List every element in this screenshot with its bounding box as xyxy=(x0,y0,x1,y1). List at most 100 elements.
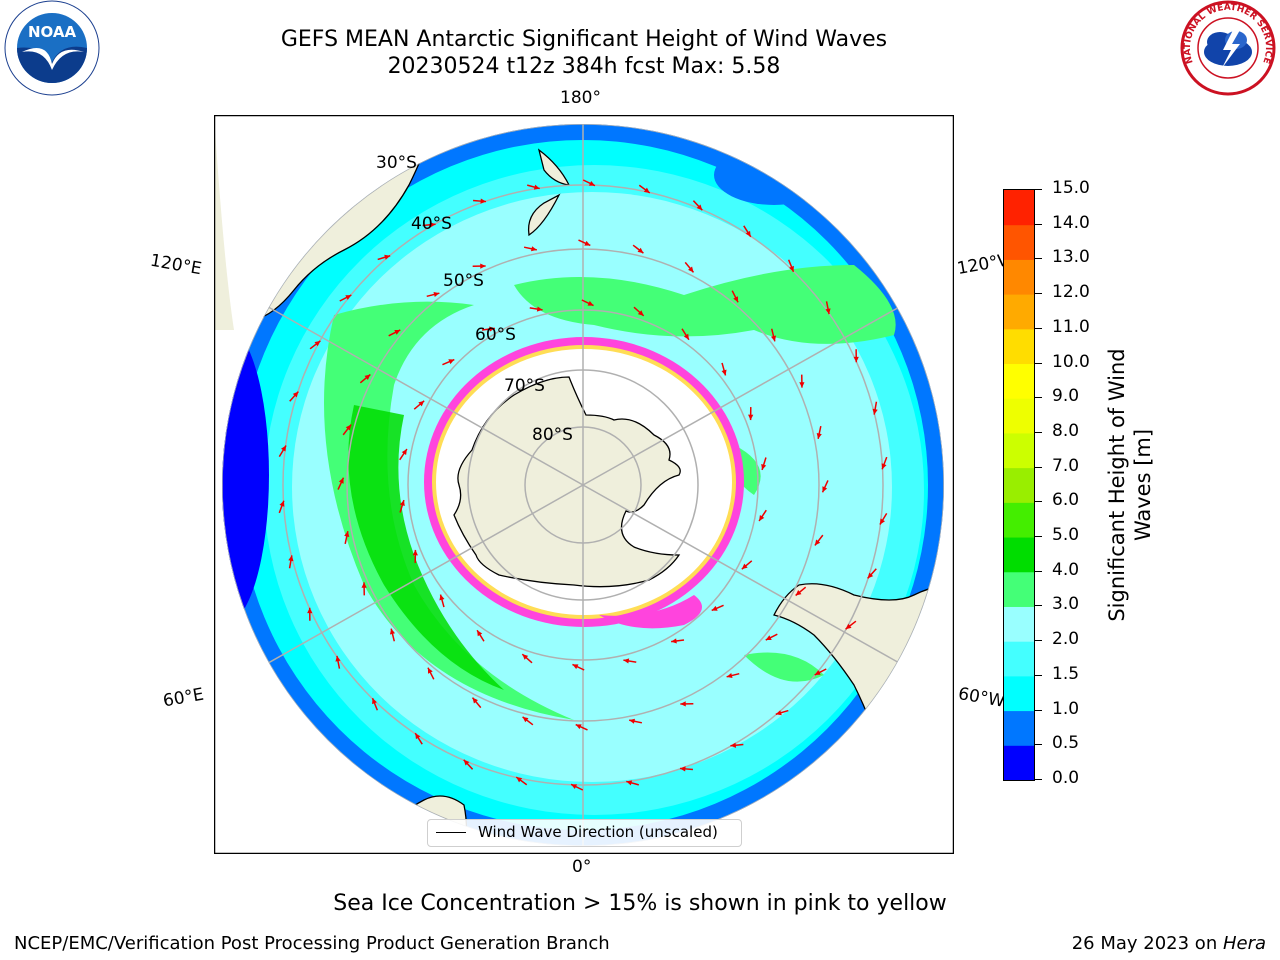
colorbar-swatch xyxy=(1004,398,1034,434)
wave-arrow-head xyxy=(575,724,582,730)
wave-arrow-head xyxy=(643,187,650,193)
wave-arrow-head xyxy=(412,549,418,556)
lat-label-50s: 50°S xyxy=(443,271,484,291)
colorbar-tick-mark xyxy=(1034,397,1042,399)
wave-arrow-head xyxy=(799,382,805,388)
lon-label-120e: 120°E xyxy=(148,250,204,280)
colorbar-tick-label: 6.0 xyxy=(1052,490,1080,511)
wave-arrow-head xyxy=(867,572,874,579)
colorbar-tick-label: 12.0 xyxy=(1052,282,1090,303)
wave-arrow-head xyxy=(480,263,486,269)
wave-arrow-head xyxy=(680,701,686,707)
colorbar-tick-mark xyxy=(1034,293,1042,295)
lat-label-40s: 40°S xyxy=(411,214,452,234)
wave-arrow-head xyxy=(389,628,396,635)
footer-credit: NCEP/EMC/Verification Post Processing Pr… xyxy=(14,933,610,954)
chart-subtitle: 20230524 t12z 384h fcst Max: 5.58 xyxy=(387,54,781,79)
wave-arrow-head xyxy=(345,295,352,300)
wave-arrow-head xyxy=(845,623,852,630)
noaa-logo-text: NOAA xyxy=(28,23,77,41)
wave-arrow-head xyxy=(530,246,537,252)
map-legend: Wind Wave Direction (unscaled) xyxy=(427,819,742,847)
colorbar-tick-mark xyxy=(1034,223,1042,225)
colorbar-tick-label: 14.0 xyxy=(1052,212,1090,233)
lon-label-180: 180° xyxy=(560,88,601,108)
lat-label-80s: 80°S xyxy=(532,425,573,445)
wave-arrow-head xyxy=(795,590,802,596)
colorbar-tick-label: 0.0 xyxy=(1052,768,1080,788)
wave-arrow-head xyxy=(726,672,733,679)
wave-arrow-head xyxy=(480,198,487,204)
colorbar-swatches xyxy=(1004,190,1034,780)
colorbar-tick-mark xyxy=(1034,779,1042,780)
wave-arrow-head xyxy=(721,369,727,376)
colorbar-tick-mark xyxy=(1034,258,1042,260)
colorbar-label-line1: Significant Height of Wind xyxy=(1105,348,1129,622)
colorbar-tick-mark xyxy=(1034,744,1042,746)
wind-wave-arrows xyxy=(278,179,888,791)
colorbar-tick-label: 1.0 xyxy=(1052,698,1080,719)
wave-arrow-head xyxy=(711,605,718,611)
wave-arrow-head xyxy=(872,408,878,415)
wave-arrow-head xyxy=(335,655,341,662)
colorbar-tick-mark xyxy=(1034,570,1042,572)
wave-arrow-head xyxy=(429,222,436,228)
sea-ice-note: Sea Ice Concentration > 15% is shown in … xyxy=(333,891,947,916)
colorbar-swatch xyxy=(1004,328,1034,365)
colorbar-swatch xyxy=(1004,537,1034,573)
lon-label-0: 0° xyxy=(572,857,592,877)
wave-arrow-head xyxy=(825,308,831,315)
wave-arrow-head xyxy=(345,424,352,431)
colorbar xyxy=(1003,189,1035,781)
wave-arrow-head xyxy=(588,180,595,186)
wave-arrow-head xyxy=(361,582,367,588)
lon-label-60w: 60°W xyxy=(956,683,1007,712)
colorbar-tick-label: 1.5 xyxy=(1052,663,1080,684)
wave-arrow-head xyxy=(789,265,794,272)
wave-arrow-head xyxy=(364,374,371,380)
lat-label-70s: 70°S xyxy=(504,376,545,396)
wave-arrow-head xyxy=(626,780,633,786)
colorbar-tick-label: 7.0 xyxy=(1052,455,1080,476)
colorbar-tick-label: 9.0 xyxy=(1052,386,1080,407)
wave-arrow-head xyxy=(307,607,313,614)
colorbar-tick-mark xyxy=(1034,536,1042,538)
colorbar-swatch xyxy=(1004,502,1034,538)
wave-arrow-head xyxy=(572,664,579,670)
lat-label-30s: 30°S xyxy=(376,153,417,173)
wave-arrow-head xyxy=(733,296,739,303)
colorbar-tick-label: 0.5 xyxy=(1052,733,1080,754)
colorbar-tick-label: 5.0 xyxy=(1052,525,1080,546)
wave-arrow-head xyxy=(533,184,540,190)
lon-label-120w: 120°W xyxy=(955,250,1007,280)
wave-arrow-head xyxy=(472,697,478,704)
colorbar-tick-mark xyxy=(1034,605,1042,607)
wave-arrow-head xyxy=(822,486,828,493)
wave-arrow-head xyxy=(741,563,748,570)
wave-arrow-head xyxy=(522,654,529,660)
colorbar-tick-label: 2.0 xyxy=(1052,629,1080,650)
lat-label-60s: 60°S xyxy=(475,325,516,345)
wave-arrow-head xyxy=(745,230,751,237)
wave-arrow-head xyxy=(814,670,821,675)
colorbar-swatch xyxy=(1004,606,1034,642)
colorbar-tick-label: 8.0 xyxy=(1052,420,1080,441)
wave-arrow-head xyxy=(477,630,483,637)
map-border xyxy=(213,114,955,855)
colorbar-tick-mark xyxy=(1034,189,1042,190)
wave-arrow-head xyxy=(637,247,644,254)
chart-title: GEFS MEAN Antarctic Significant Height o… xyxy=(280,27,888,52)
wave-arrow-head xyxy=(879,518,885,525)
wave-arrow-head xyxy=(439,594,445,601)
wave-arrow-head xyxy=(415,733,421,740)
wave-arrow-head xyxy=(279,500,285,507)
map-panel: 30°S 40°S 50°S 60°S 70°S 80°S xyxy=(213,114,955,855)
wave-arrow-head xyxy=(571,784,578,790)
colorbar-swatch xyxy=(1004,363,1034,399)
colorbar-swatch xyxy=(1004,259,1034,295)
colorbar-tick-label: 11.0 xyxy=(1052,316,1090,337)
wave-arrow-head xyxy=(384,254,391,260)
wave-arrow-head xyxy=(314,340,321,347)
colorbar-tick-label: 3.0 xyxy=(1052,594,1080,615)
wave-arrow-head xyxy=(399,500,405,507)
